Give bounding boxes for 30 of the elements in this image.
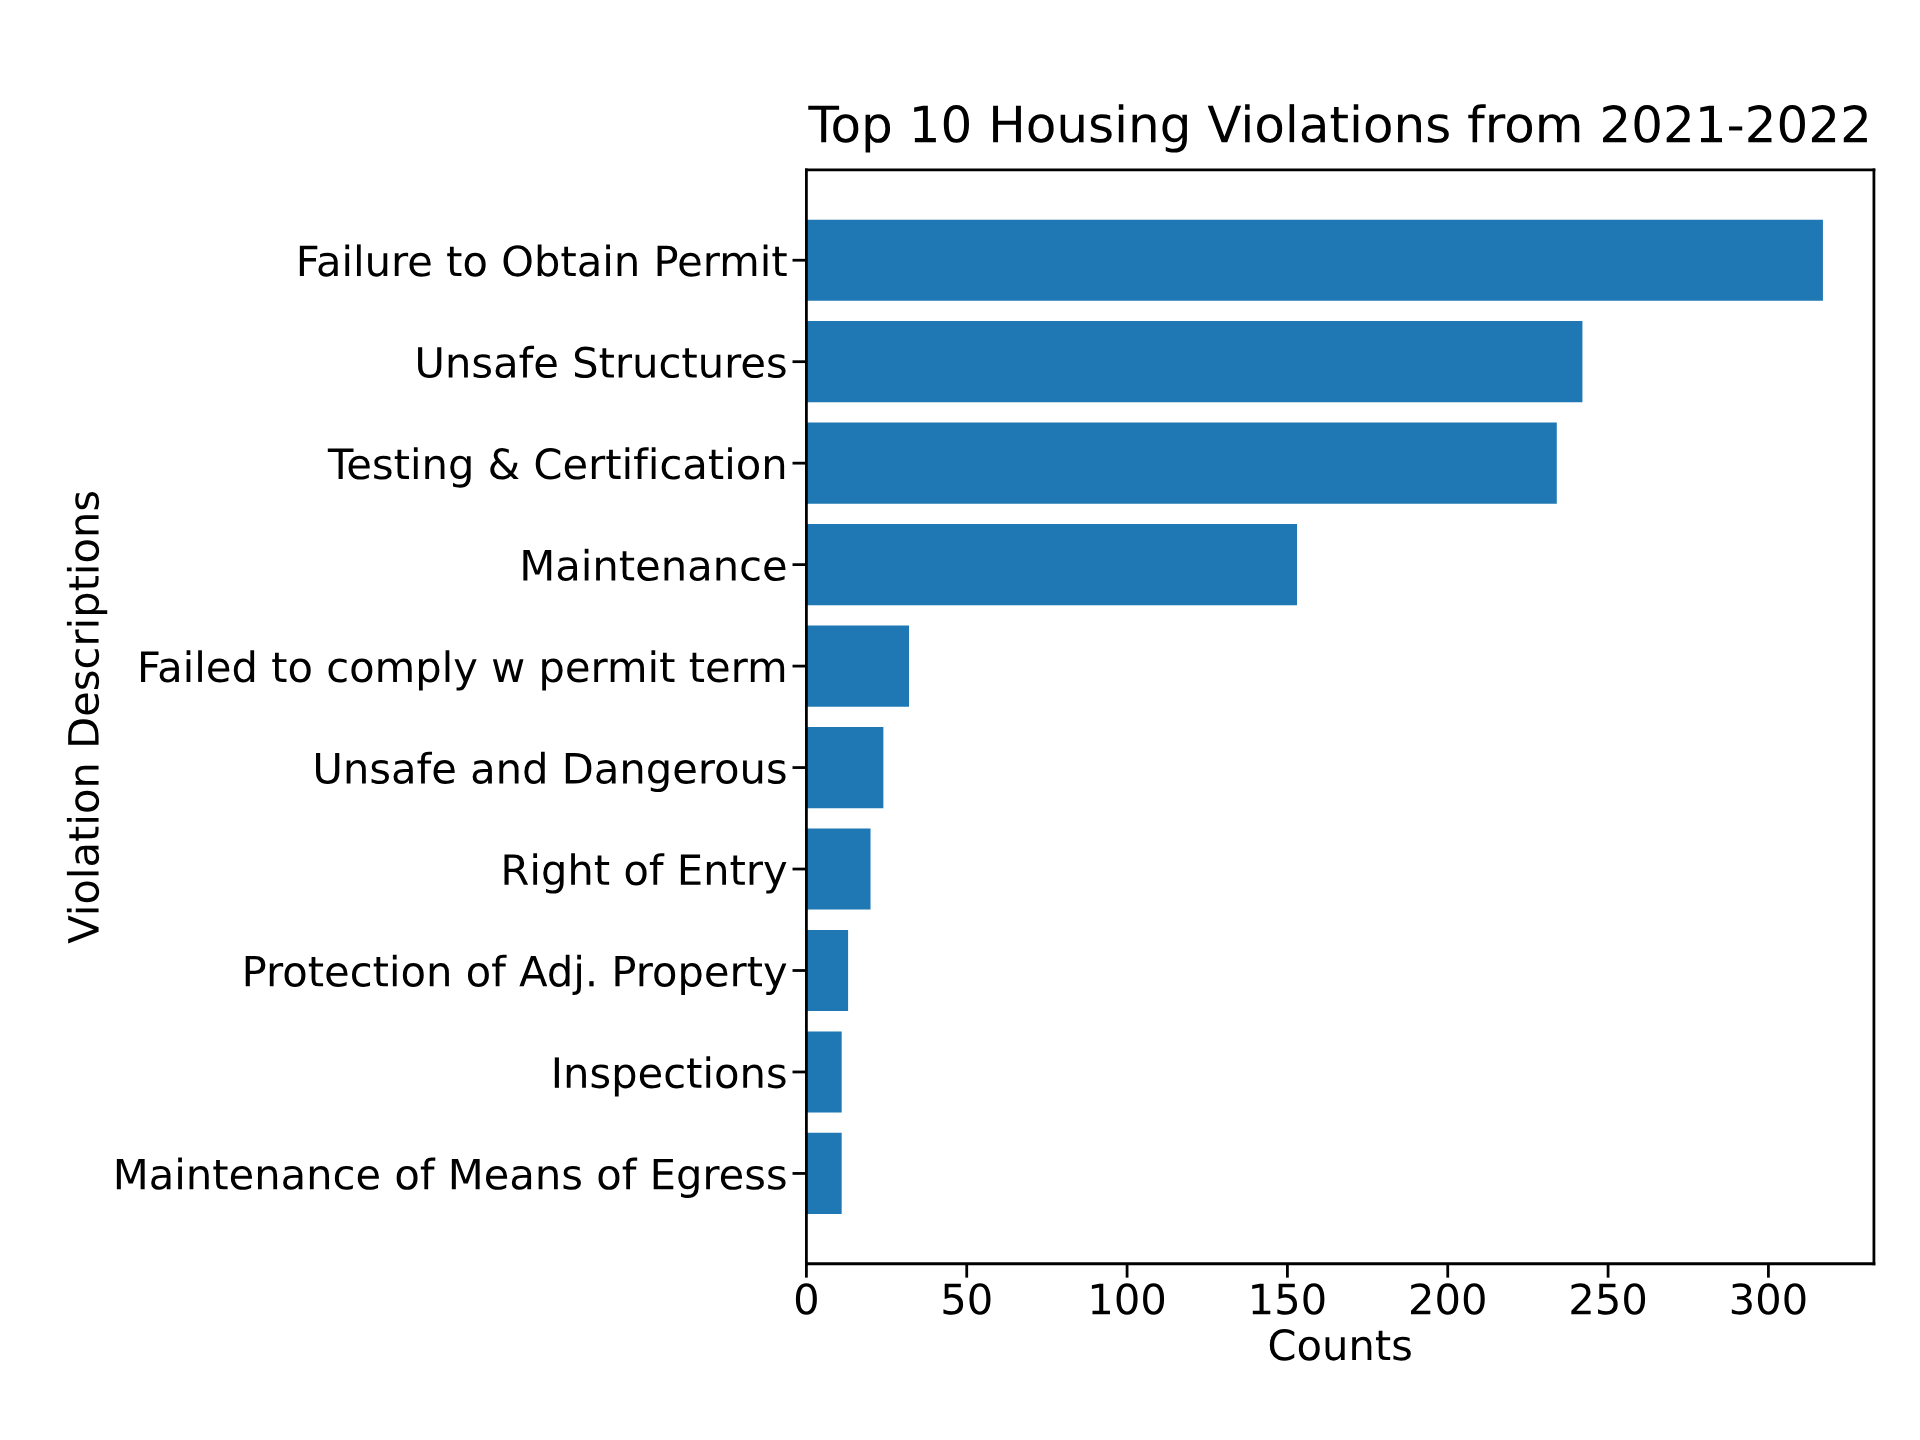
bar xyxy=(806,1132,842,1215)
y-tick-label: Unsafe Structures xyxy=(418,345,786,379)
bar xyxy=(806,524,1298,606)
x-tick-label: 300 xyxy=(1731,1283,1806,1315)
bar xyxy=(806,321,1583,403)
bar xyxy=(806,625,910,707)
x-tick-label: 150 xyxy=(1252,1283,1325,1315)
y-tick-label: Protection of Adj. Property xyxy=(245,954,787,995)
y-tick-label: Testing & Certification xyxy=(327,447,785,488)
bar xyxy=(806,726,884,809)
y-tick-label: Maintenance of Means of Egress xyxy=(116,1157,786,1198)
y-tick-label: Inspections xyxy=(554,1056,786,1097)
y-tick-label: Failure to Obtain Permit xyxy=(299,244,787,277)
x-axis-title: Counts xyxy=(1269,1329,1411,1361)
x-tick-label: 100 xyxy=(1091,1283,1165,1315)
x-tick-label: 200 xyxy=(1411,1283,1485,1315)
bar xyxy=(806,828,871,910)
y-tick-label: Maintenance xyxy=(523,548,786,582)
x-tick-label: 50 xyxy=(943,1283,991,1315)
y-tick-label: Unsafe and Dangerous xyxy=(316,751,786,793)
y-axis-title: Violation Descriptions xyxy=(66,491,108,944)
y-tick-label: Right of Entry xyxy=(504,853,787,894)
bar xyxy=(806,1031,842,1113)
bar xyxy=(806,422,1557,504)
bar xyxy=(806,219,1823,301)
bar xyxy=(806,929,849,1012)
x-tick-label: 0 xyxy=(795,1283,817,1315)
x-tick-label: 250 xyxy=(1571,1283,1646,1315)
y-tick-label: Failed to comply w permit term xyxy=(141,650,785,691)
chart-title: Top 10 Housing Violations from 2021-2022 xyxy=(808,104,1867,153)
